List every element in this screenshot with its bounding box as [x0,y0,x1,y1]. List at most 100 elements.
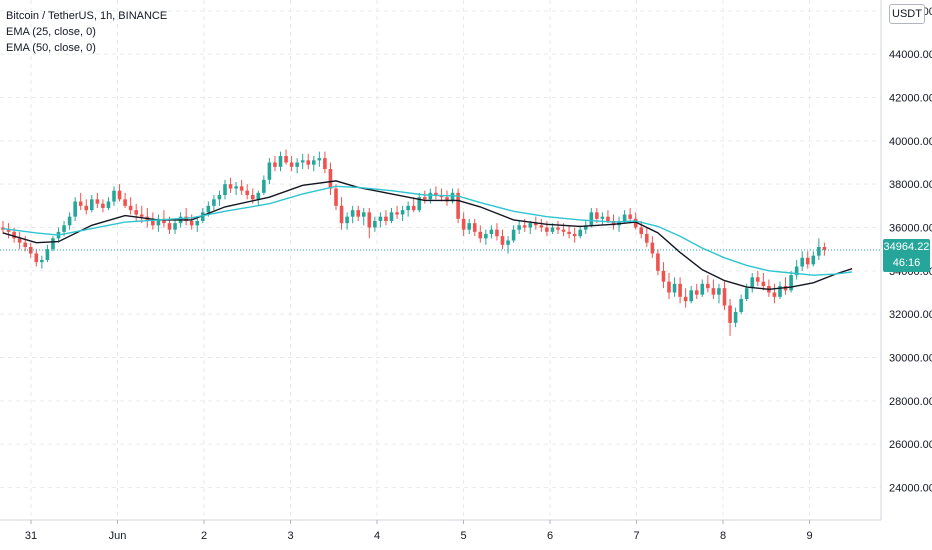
candle-body [312,160,316,165]
candle-body [217,195,222,200]
candle-body [40,260,44,263]
candle-body [223,184,227,195]
candle-body [417,197,422,211]
candle-body [667,281,671,293]
candle-body [128,205,133,211]
price-tick-label: 24000.00 [889,483,932,495]
candle-body [472,223,477,232]
candle-body [123,199,127,206]
candle-body [228,184,233,189]
candle-body [489,229,494,234]
candle-body [134,210,138,215]
candle-body [434,192,438,195]
candles [1,149,827,336]
candle-body [262,179,266,193]
grid-lines [0,0,881,520]
candle-body [90,199,94,211]
candle-body [556,227,560,230]
price-tick-label: 38000.00 [889,179,932,191]
candle-body [545,227,549,232]
candle-body [789,275,793,291]
candle-body [323,158,327,169]
time-tick-label: 8 [720,530,726,542]
candle-body [772,292,777,297]
candle-body [722,288,727,306]
candle-body [101,203,105,208]
time-tick-label: 6 [547,530,553,542]
candle-body [423,197,427,200]
candle-body [678,283,682,297]
currency-badge[interactable]: USDT [889,4,925,24]
candle-body [389,212,394,221]
candle-body [589,212,594,226]
candle-body [822,247,827,250]
price-tick-label: 28000.00 [889,396,932,408]
candle-body [411,205,416,211]
candle-body [334,188,338,206]
candle-body [151,221,155,226]
candle-body [328,169,333,189]
candle-body [206,205,211,213]
symbol-title[interactable]: Bitcoin / TetherUS, 1h, BINANCE [6,10,168,22]
candle-body [506,240,510,245]
candle-body [139,214,144,217]
candle-body [461,218,466,230]
candle-body [117,190,122,200]
ema-25-legend[interactable]: EMA (25, close, 0) [6,26,96,38]
price-tick-label: 42000.00 [889,93,932,105]
candle-body [6,229,11,232]
candle-body [583,225,588,230]
chart-legend: Bitcoin / TetherUS, 1h, BINANCE EMA (25,… [6,8,167,56]
candle-body [717,288,721,295]
last-price-value: 34964.22 [883,241,930,253]
candle-body [778,286,782,297]
candle-body [212,199,216,206]
candle-body [267,162,272,180]
candle-body [173,223,177,230]
candle-body [817,247,821,256]
candle-body [400,210,405,215]
candle-body [550,227,555,232]
candle-body [567,231,571,234]
candle-body [195,221,200,226]
candle-body [572,234,577,237]
candle-body [67,216,72,226]
candle-body [234,186,238,189]
candle-body [23,242,27,247]
candle-body [672,283,677,293]
time-axis[interactable]: 31 Jun 2 3 4 5 6 7 8 9 [25,520,813,542]
candle-body [339,205,344,224]
price-tick-label: 40000.00 [889,136,932,148]
time-tick-label: Jun [109,530,127,542]
price-axis[interactable]: 24000.00 26000.00 28000.00 30000.00 32000.00… [889,6,932,495]
candle-body [639,227,644,234]
price-tick-label: 30000.00 [889,353,932,365]
candle-body [62,225,66,232]
candle-body [522,225,527,228]
candle-body [78,201,83,206]
candle-body [500,236,505,245]
candle-body [595,212,599,219]
candle-body [539,225,544,228]
candle-body [450,192,455,202]
candle-body [428,192,433,200]
candle-body [805,257,810,265]
candle-body [84,205,89,211]
candle-body [706,283,710,289]
candle-body [495,229,499,237]
candle-body [761,281,766,286]
candle-body [373,221,377,228]
candle-body [456,192,460,219]
candle-body [350,210,355,217]
candle-body [273,162,277,167]
last-price-tag: 34964.22 46:16 [883,239,930,272]
candle-body [733,312,738,323]
candle-body [800,257,804,267]
candle-body [1,227,5,230]
price-tick-label: 26000.00 [889,439,932,451]
candle-body [628,214,632,219]
candle-body [106,201,111,208]
ema-50-legend[interactable]: EMA (50, close, 0) [6,42,96,54]
